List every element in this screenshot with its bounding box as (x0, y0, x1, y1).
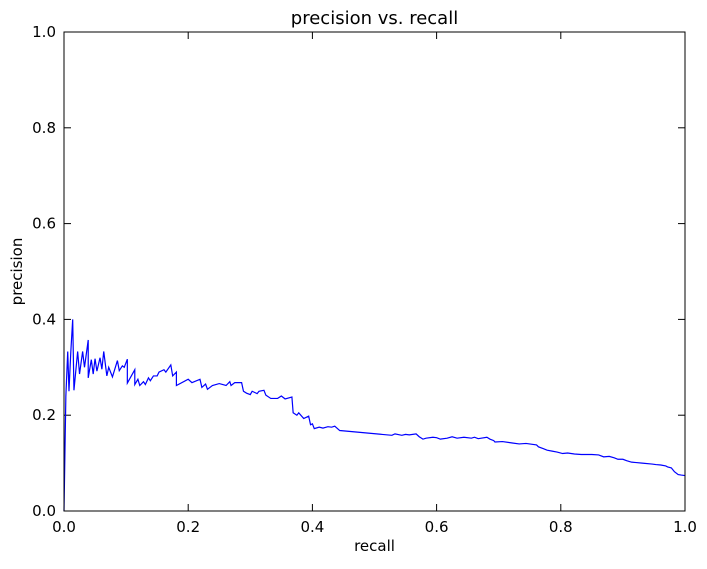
y-axis-label: precision (8, 238, 26, 306)
y-tick-label: 0.6 (32, 215, 56, 233)
precision-recall-line (63, 319, 686, 512)
x-tick-label: 0.0 (52, 518, 76, 536)
y-tick-labels: 0.0 0.2 0.4 0.6 0.8 1.0 (32, 23, 56, 520)
x-tick-label: 1.0 (673, 518, 697, 536)
x-tick-label: 0.4 (300, 518, 324, 536)
chart-title: precision vs. recall (291, 8, 458, 29)
x-tick-label: 0.2 (176, 518, 200, 536)
x-axis-label: recall (354, 537, 395, 555)
plot-frame (63, 31, 686, 512)
y-tick-label: 0.4 (32, 310, 56, 328)
x-tick-label: 0.8 (549, 518, 573, 536)
y-tick-label: 0.8 (32, 119, 56, 137)
x-tick-labels: 0.0 0.2 0.4 0.6 0.8 1.0 (52, 518, 697, 536)
plot-area-background (64, 32, 685, 511)
y-tick-label: 0.2 (32, 406, 56, 424)
y-tick-label: 1.0 (32, 23, 56, 41)
y-tick-label: 0.0 (32, 502, 56, 520)
x-tick-label: 0.6 (425, 518, 449, 536)
